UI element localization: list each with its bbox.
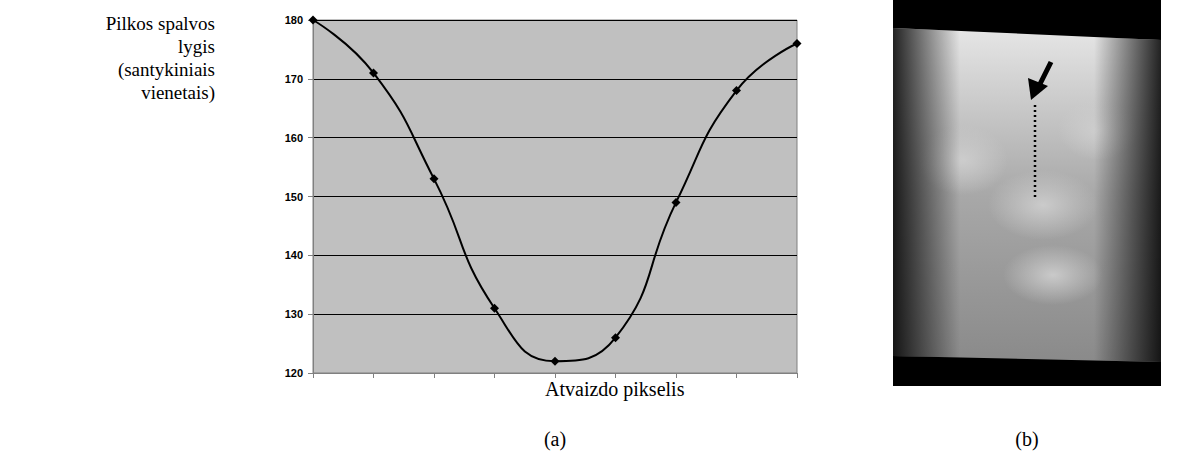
svg-text:180: 180 [285,14,303,26]
svg-text:120: 120 [285,367,303,379]
svg-text:150: 150 [285,191,303,203]
svg-text:170: 170 [285,73,303,85]
html-text:(b): (b) [1015,428,1039,450]
html-text:Pilkos spalvos lygis (santykin: Pilkos spalvos lygis (santykiniais viene… [105,13,215,103]
svg-text:160: 160 [285,132,303,144]
svg-text:130: 130 [285,308,303,320]
svg-text:140: 140 [285,249,303,261]
html-text:(a): (a) [543,428,567,450]
html-text:Atvaizdo pikselis: Atvaizdo pikselis [545,378,685,400]
